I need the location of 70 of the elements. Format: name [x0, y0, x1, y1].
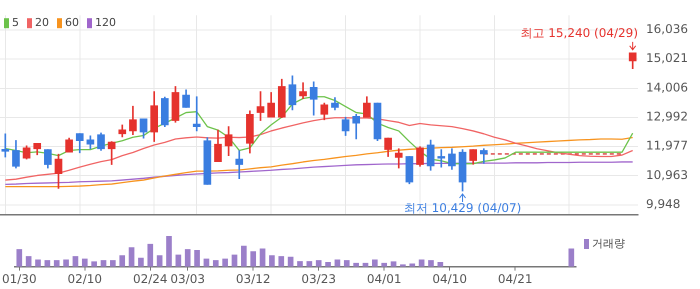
x-tick-label: 04/10 — [432, 272, 467, 286]
bar — [128, 247, 134, 267]
bar — [35, 260, 41, 267]
bar — [100, 260, 106, 267]
bar — [204, 258, 210, 267]
bar — [91, 261, 97, 267]
bar — [119, 255, 126, 267]
bar — [166, 236, 172, 267]
bar — [16, 249, 22, 267]
bar — [232, 254, 238, 267]
legend-label: 120 — [94, 16, 116, 30]
bar — [325, 262, 331, 267]
legend-label: 60 — [64, 16, 79, 30]
bar — [372, 260, 378, 267]
bar — [138, 258, 144, 267]
annotation: 최저 10,429 (04/07) — [404, 201, 522, 216]
bar — [44, 260, 50, 267]
legend-label: 20 — [35, 16, 49, 30]
bar — [428, 260, 434, 267]
x-tick-label: 04/21 — [498, 272, 532, 286]
bar — [54, 260, 60, 267]
bar — [316, 260, 322, 267]
x-tick-label: 03/23 — [301, 272, 336, 286]
bar — [241, 246, 247, 267]
bar — [184, 249, 191, 267]
bar — [334, 260, 340, 267]
bar — [82, 258, 88, 267]
y-tick-label: 15,021 — [646, 51, 688, 66]
legend-label: 거래량 — [592, 236, 625, 250]
bar — [269, 255, 275, 267]
x-tick-label: 02/24 — [132, 272, 168, 286]
bar — [26, 256, 32, 267]
bar — [194, 250, 200, 267]
x-tick-label: 01/30 — [2, 272, 37, 286]
y-tick-label: 14,006 — [646, 80, 688, 94]
y-tick-label: 11,977 — [646, 138, 688, 153]
bar — [353, 262, 359, 267]
bar — [418, 260, 424, 267]
bar — [390, 261, 396, 267]
bar — [63, 260, 69, 267]
bar — [306, 261, 312, 267]
bar — [147, 244, 154, 267]
y-tick-label: 16,036 — [646, 22, 688, 36]
bar — [362, 262, 368, 267]
bar — [250, 251, 256, 267]
bar — [568, 248, 574, 267]
bar — [222, 258, 228, 267]
legend-label: 5 — [12, 16, 19, 30]
bar — [156, 255, 162, 267]
bar — [212, 260, 219, 267]
y-tick-label: 12,992 — [646, 110, 688, 124]
bar — [409, 264, 416, 267]
x-tick-label: 02/10 — [67, 272, 102, 286]
bar — [438, 262, 444, 267]
bar — [260, 248, 266, 267]
bar — [344, 260, 350, 267]
y-tick-label: 9,948 — [646, 196, 680, 211]
x-tick-label: 03/03 — [170, 272, 206, 286]
bar — [72, 256, 78, 267]
x-tick-label: 03/12 — [236, 272, 270, 286]
bar — [297, 261, 303, 267]
bar — [288, 256, 294, 267]
y-tick-label: 10,963 — [646, 168, 688, 182]
bar — [176, 254, 182, 267]
bar — [278, 256, 284, 267]
bar — [400, 264, 406, 267]
x-tick-label: 04/01 — [366, 272, 402, 286]
bar — [110, 260, 116, 267]
annotation: 최고 15,240 (04/29) — [520, 26, 638, 40]
bar — [381, 262, 388, 267]
